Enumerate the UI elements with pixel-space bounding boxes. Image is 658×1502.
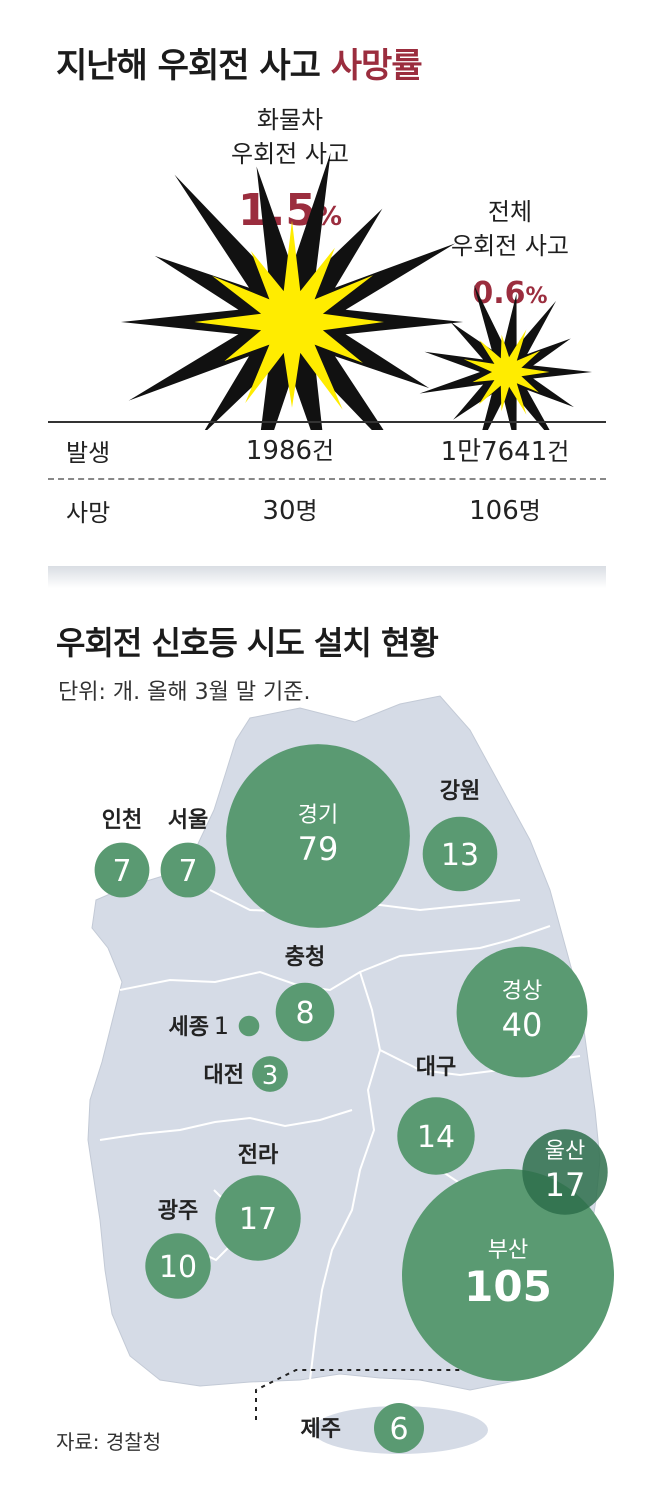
explosion-graphics	[120, 152, 592, 430]
region-value-label: 17	[545, 1166, 586, 1204]
truck-death: 30명	[190, 491, 390, 526]
total-label: 전체 우회전 사고	[420, 195, 600, 263]
region-value-label: 1	[214, 1012, 229, 1040]
bubble-3	[422, 816, 498, 892]
region-value-label: 3	[262, 1061, 279, 1091]
region-name-label: 세종	[169, 1015, 209, 1040]
region-value-label: 6	[389, 1412, 408, 1447]
bubble-13	[374, 1403, 424, 1453]
total-explosion-icon	[419, 284, 592, 430]
region-value-label: 7	[112, 854, 131, 889]
bubble-11	[145, 1233, 211, 1299]
bubble-5	[238, 1015, 260, 1037]
region-value-label: 105	[464, 1262, 552, 1311]
region-name-label: 인천	[102, 808, 142, 833]
total-death: 106명	[405, 491, 605, 526]
section-divider	[48, 566, 606, 588]
source-note: 자료: 경찰청	[56, 1430, 162, 1454]
region-name-label: 광주	[158, 1199, 198, 1224]
total-occurrence-unit: 건	[547, 438, 570, 466]
map-subtitle: 단위: 개. 올해 3월 말 기준.	[58, 680, 311, 705]
bubble-10	[215, 1175, 301, 1261]
region-value-label: 8	[295, 996, 314, 1031]
bubble-0	[94, 842, 150, 898]
title-highlight: 사망률	[330, 46, 423, 86]
truck-death-value: 30	[262, 496, 296, 526]
total-label-line2: 우회전 사고	[450, 232, 570, 260]
chart-title-rate: 지난해 우회전 사고 사망률	[56, 38, 423, 87]
region-name-label: 경기	[298, 803, 338, 828]
region-name-label: 대전	[204, 1063, 244, 1088]
truck-label-line1: 화물차	[256, 106, 324, 134]
region-value-label: 13	[441, 838, 479, 873]
row-label-occurrence: 발생	[66, 439, 111, 467]
region-value-label: 79	[298, 830, 339, 868]
bubble-1	[160, 842, 216, 898]
total-occurrence: 1만7641건	[405, 431, 605, 468]
total-occurrence-value: 1만7641	[440, 437, 548, 467]
title-main: 지난해 우회전 사고	[56, 46, 331, 86]
truck-occurrence: 1986건	[190, 431, 390, 466]
total-death-unit: 명	[518, 497, 541, 525]
bubble-12	[402, 1169, 614, 1381]
truck-occurrence-value: 1986	[245, 436, 313, 466]
region-value-label: 17	[239, 1202, 277, 1237]
region-name-label: 서울	[168, 808, 208, 833]
truck-occurrence-unit: 건	[312, 437, 335, 465]
bubble-8	[397, 1097, 475, 1175]
bubble-9	[522, 1129, 608, 1215]
region-name-label: 부산	[488, 1238, 528, 1263]
region-name-label: 전라	[238, 1143, 279, 1168]
bubble-4	[275, 982, 335, 1042]
table-dash-line	[48, 478, 606, 480]
map-title: 우회전 신호등 시도 설치 현황	[56, 624, 439, 662]
truck-explosion-icon	[120, 152, 464, 430]
bubble-2	[226, 744, 410, 928]
bubble-6	[252, 1056, 288, 1092]
total-death-value: 106	[469, 496, 519, 526]
truck-death-unit: 명	[295, 497, 318, 525]
region-value-label: 14	[417, 1120, 455, 1155]
region-name-label: 울산	[545, 1139, 585, 1164]
total-label-line1: 전체	[487, 198, 533, 226]
region-name-label: 충청	[285, 945, 325, 970]
region-name-label: 경상	[502, 979, 542, 1004]
region-value-label: 7	[178, 854, 197, 889]
region-value-label: 10	[159, 1250, 197, 1285]
bubble-7	[456, 946, 588, 1078]
total-rate-unit: %	[525, 284, 548, 309]
table-top-line	[48, 421, 606, 423]
region-name-label: 대구	[416, 1055, 456, 1080]
row-label-death: 사망	[66, 499, 111, 527]
region-name-label: 강원	[440, 779, 480, 804]
region-name-label: 제주	[301, 1417, 341, 1442]
region-value-label: 40	[502, 1006, 543, 1044]
